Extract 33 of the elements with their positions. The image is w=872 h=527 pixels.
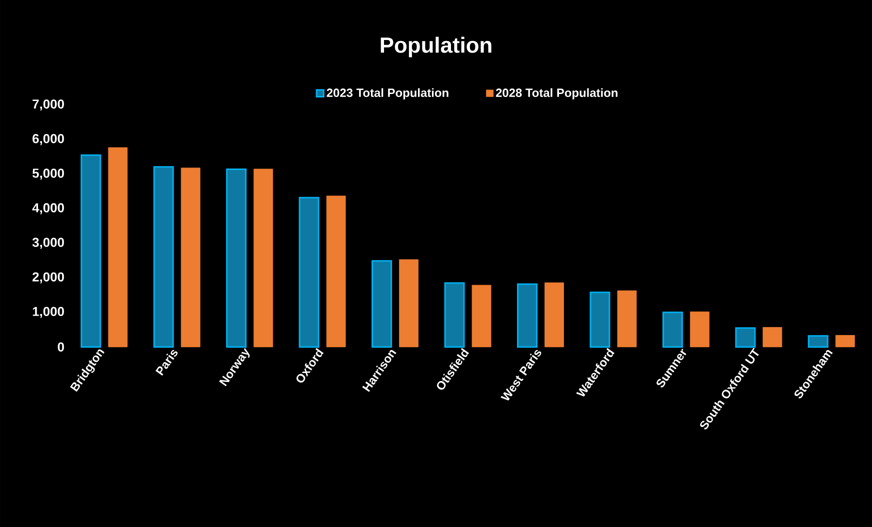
bar: [762, 327, 782, 348]
bar: [472, 284, 492, 348]
bar: [808, 335, 828, 348]
bar: [80, 154, 102, 348]
y-tick-label: 4,000: [32, 203, 64, 214]
legend-label: 2023 Total Population: [326, 88, 448, 100]
bar: [516, 283, 538, 348]
y-tick-label: 5,000: [32, 168, 64, 180]
bar: [226, 168, 247, 348]
bar: [590, 292, 610, 348]
bar: [326, 196, 346, 348]
bar: [108, 147, 128, 348]
bar: [735, 327, 756, 348]
y-tick-label: 7,000: [32, 99, 64, 111]
y-tick-label: 3,000: [32, 238, 64, 249]
y-tick-label: 1,000: [32, 306, 64, 318]
y-tick-label: 0: [58, 342, 64, 352]
bar: [153, 166, 174, 348]
bar: [180, 168, 200, 348]
bar: [617, 290, 637, 348]
bar: [662, 312, 683, 348]
bar: [444, 282, 465, 348]
bar: [298, 196, 320, 348]
y-tick-label: 6,000: [32, 134, 64, 146]
bar: [399, 259, 418, 348]
bar: [254, 168, 274, 348]
bar: [835, 335, 855, 348]
legend-label: 2028 Total Population: [496, 88, 618, 100]
bar: [372, 260, 392, 348]
bar: [544, 282, 564, 348]
y-tick-label: 2,000: [32, 272, 64, 284]
chart-title: Population: [380, 36, 492, 58]
bar: [690, 312, 710, 348]
